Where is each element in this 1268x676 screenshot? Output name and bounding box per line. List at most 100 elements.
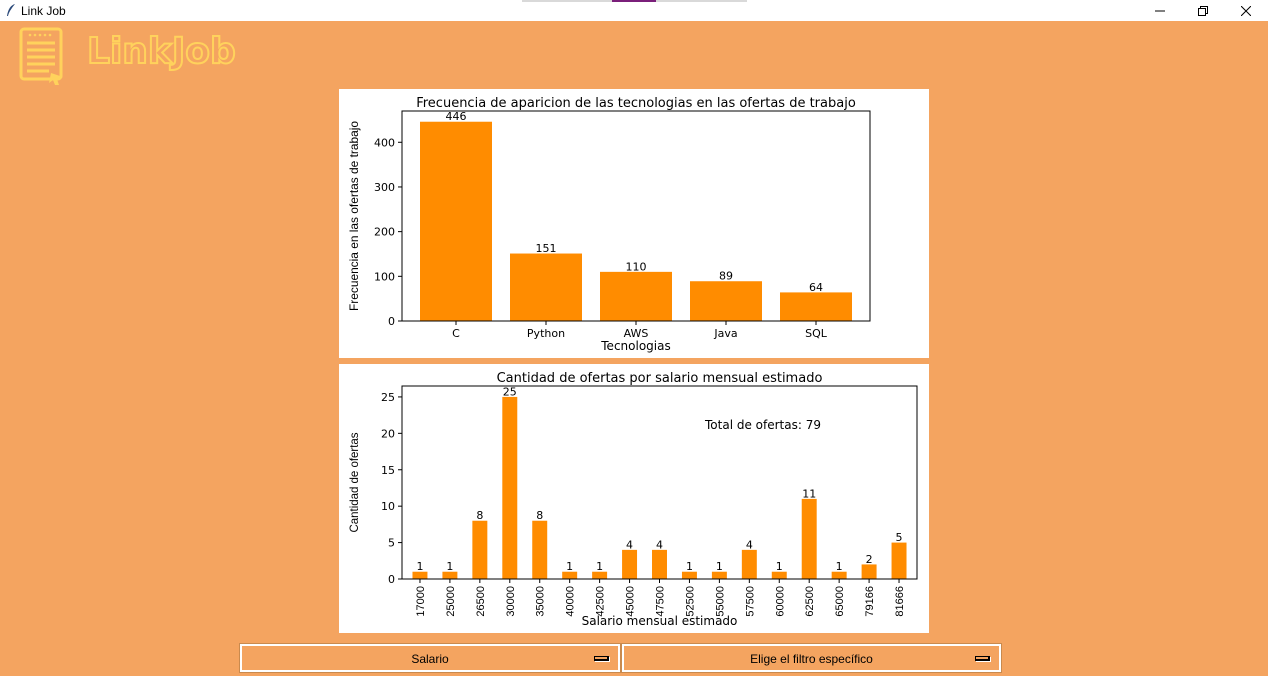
bar-value-label: 1 [776, 560, 783, 573]
x-tick-label: 52500 [684, 586, 696, 617]
y-tick-label: 5 [388, 537, 395, 550]
x-tick-label: SQL [805, 327, 828, 340]
chart-bar [861, 564, 877, 579]
bar-value-label: 4 [626, 538, 633, 551]
taskbar-preview-accent [612, 0, 656, 2]
x-tick-label: 35000 [535, 586, 547, 617]
chart-title: Frecuencia de aparicion de las tecnologi… [416, 96, 856, 111]
chart-bar [891, 542, 907, 579]
dropdown-indicator-icon [594, 656, 609, 661]
filter-value-dropdown[interactable]: Elige el filtro específico [621, 643, 1002, 673]
bar-value-label: 1 [686, 560, 693, 573]
bar-value-label: 64 [809, 281, 823, 294]
bar-value-label: 2 [866, 553, 873, 566]
x-tick-label: 57500 [744, 586, 756, 617]
x-tick-label: 65000 [834, 586, 846, 617]
window-titlebar: Link Job [0, 0, 1268, 21]
restore-icon [1198, 5, 1208, 16]
chart-bar [592, 571, 608, 579]
x-tick-label: 55000 [714, 586, 726, 617]
y-tick-label: 15 [381, 464, 395, 477]
x-tick-label: 81666 [894, 586, 906, 617]
x-tick-label: 60000 [774, 586, 786, 617]
bar-value-label: 89 [719, 270, 733, 283]
y-tick-label: 10 [381, 500, 395, 513]
salary-count-chart-svg: Cantidad de ofertas por salario mensual … [347, 371, 918, 628]
bar-value-label: 110 [626, 260, 647, 273]
bar-value-label: 8 [476, 509, 483, 522]
bar-value-label: 25 [503, 385, 517, 398]
filter-type-selected: Salario [411, 652, 449, 666]
minimize-button[interactable] [1138, 0, 1182, 21]
bar-value-label: 1 [596, 560, 603, 573]
feather-icon [7, 4, 15, 16]
window-title: Link Job [21, 4, 66, 18]
chart-bar [502, 396, 518, 579]
chart-bar [412, 571, 428, 579]
dropdown-indicator-icon [975, 656, 990, 661]
bar-value-label: 11 [802, 487, 816, 500]
bar-value-label: 1 [566, 560, 573, 573]
y-tick-label: 25 [381, 391, 395, 404]
bar-value-label: 5 [896, 531, 903, 544]
close-button[interactable] [1224, 0, 1268, 21]
chart-bar [510, 253, 582, 321]
chart-bar [562, 571, 578, 579]
x-axis-label: Salario mensual estimado [582, 614, 738, 628]
x-tick-label: Java [713, 327, 737, 340]
x-axis-label: Tecnologias [600, 339, 670, 353]
y-tick-label: 400 [374, 136, 395, 149]
chart-title: Cantidad de ofertas por salario mensual … [497, 371, 823, 386]
chart-bar [801, 498, 817, 579]
x-tick-label: AWS [624, 327, 649, 340]
salary-count-chart: Cantidad de ofertas por salario mensual … [339, 364, 929, 633]
x-tick-label: 25000 [445, 586, 457, 617]
chart-bar [532, 520, 548, 579]
bar-value-label: 446 [446, 110, 467, 123]
bar-value-label: 4 [746, 538, 753, 551]
filter-type-dropdown[interactable]: Salario [239, 643, 621, 673]
bar-value-label: 1 [446, 560, 453, 573]
y-axis-label: Frecuencia en las ofertas de trabajo [347, 121, 361, 311]
x-tick-label: 42500 [595, 586, 607, 617]
x-tick-label: 26500 [475, 586, 487, 617]
y-axis-label: Cantidad de ofertas [347, 433, 361, 533]
bar-value-label: 8 [536, 509, 543, 522]
y-tick-label: 300 [374, 181, 395, 194]
chart-bar [652, 549, 667, 579]
x-tick-label: 45000 [625, 586, 637, 617]
x-tick-label: 79166 [864, 586, 876, 617]
filter-value-selected: Elige el filtro específico [750, 652, 873, 666]
y-tick-label: 0 [388, 573, 395, 586]
tech-frequency-chart: Frecuencia de aparicion de las tecnologi… [339, 89, 929, 358]
x-tick-label: 47500 [655, 586, 667, 617]
chart-bar [472, 520, 488, 579]
bar-value-label: 1 [836, 560, 843, 573]
x-tick-label: 62500 [804, 586, 816, 617]
y-tick-label: 0 [388, 315, 395, 328]
chart-bar [420, 121, 492, 321]
y-tick-label: 200 [374, 226, 395, 239]
x-tick-label: Python [527, 327, 565, 340]
chart-bar [780, 292, 852, 321]
bar-value-label: 151 [536, 242, 557, 255]
bar-value-label: 4 [656, 538, 663, 551]
close-icon [1241, 5, 1251, 16]
bar-value-label: 1 [716, 560, 723, 573]
bar-value-label: 1 [416, 560, 423, 573]
chart-annotation: Total de ofertas: 79 [704, 418, 821, 432]
logo-text: LinkJob [86, 30, 237, 73]
minimize-icon [1155, 10, 1165, 11]
y-tick-label: 20 [381, 427, 395, 440]
x-tick-label: C [452, 327, 460, 340]
y-tick-label: 100 [374, 270, 395, 283]
document-list-icon [19, 27, 63, 85]
x-tick-label: 17000 [415, 586, 427, 617]
x-tick-label: 40000 [565, 586, 577, 617]
chart-bar [690, 281, 762, 321]
chart-bar [681, 571, 697, 579]
restore-button[interactable] [1181, 0, 1225, 21]
chart-bar [600, 271, 672, 321]
chart-bar [771, 571, 787, 579]
chart-bar [741, 549, 757, 579]
